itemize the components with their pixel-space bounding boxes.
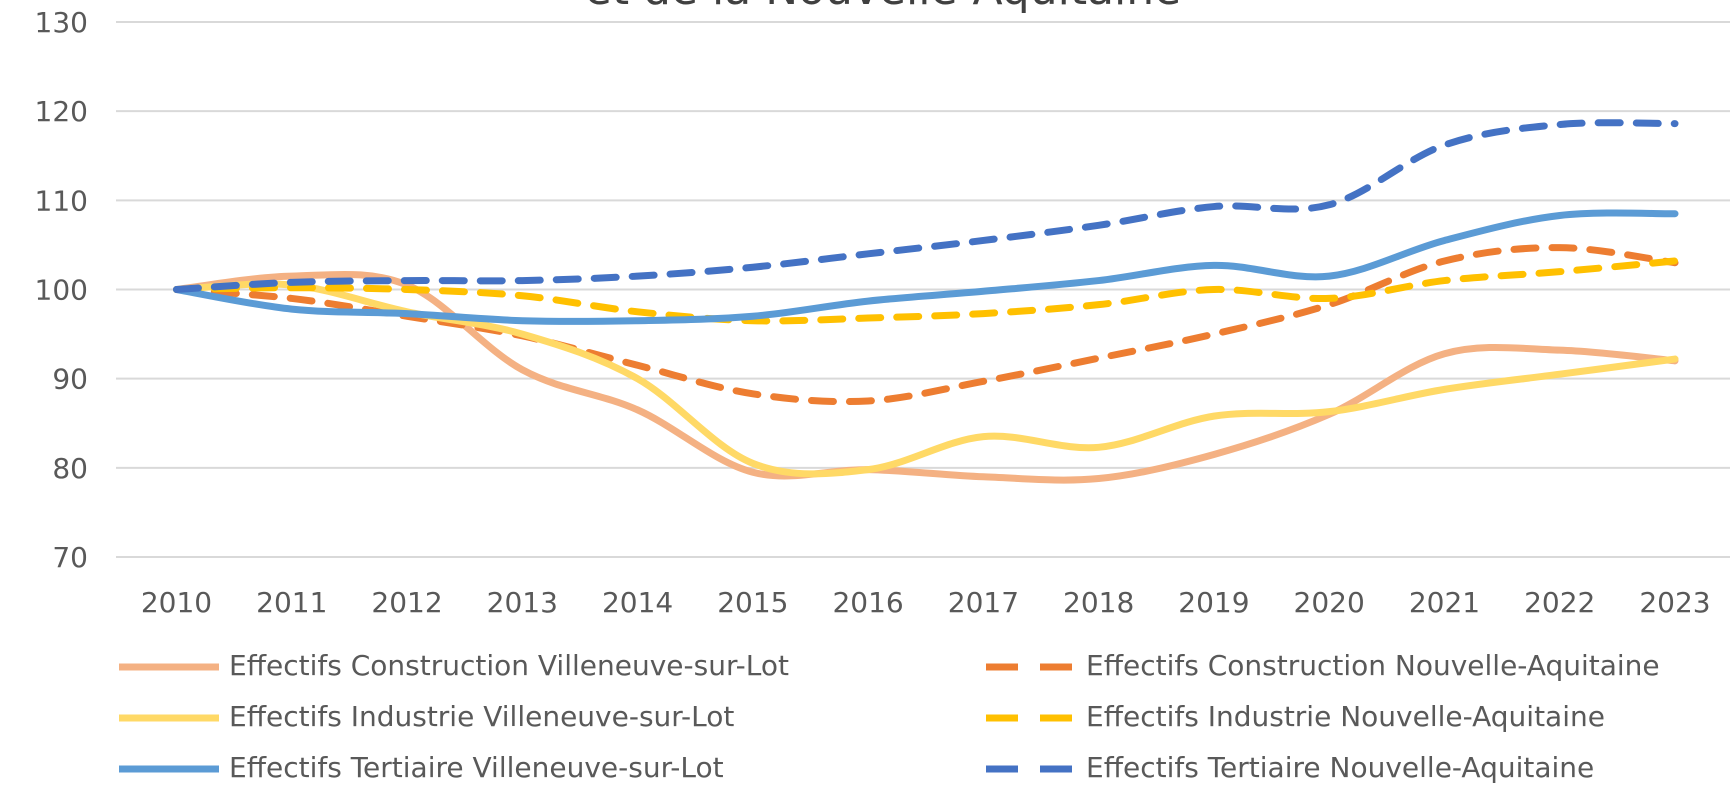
- series-line: [173, 119, 1679, 293]
- y-tick-label: 110: [35, 184, 88, 217]
- x-tick-label: 2017: [948, 586, 1019, 619]
- y-tick-label: 100: [35, 274, 88, 307]
- x-tick-label: 2023: [1639, 586, 1710, 619]
- x-tick-label: 2014: [602, 586, 673, 619]
- series-line: [173, 270, 1679, 484]
- x-tick-label: 2022: [1524, 586, 1595, 619]
- series-line: [173, 209, 1679, 325]
- y-tick-label: 90: [52, 363, 88, 396]
- legend-label: Effectifs Construction Villeneuve-sur-Lo…: [229, 649, 789, 682]
- y-tick-label: 130: [35, 6, 88, 39]
- x-tick-label: 2012: [371, 586, 442, 619]
- x-tick-label: 2020: [1294, 586, 1365, 619]
- x-tick-label: 2019: [1178, 586, 1249, 619]
- legend-label: Effectifs Construction Nouvelle-Aquitain…: [1086, 649, 1660, 682]
- x-tick-label: 2016: [832, 586, 903, 619]
- y-tick-label: 70: [52, 541, 88, 574]
- x-tick-label: 2018: [1063, 586, 1134, 619]
- series-line: [173, 257, 1679, 325]
- x-tick-label: 2021: [1409, 586, 1480, 619]
- x-tick-label: 2015: [717, 586, 788, 619]
- y-tick-label: 80: [52, 452, 88, 485]
- y-tick-label: 120: [35, 95, 88, 128]
- x-tick-label: 2011: [256, 586, 327, 619]
- legend-label: Effectifs Industrie Villeneuve-sur-Lot: [229, 700, 734, 733]
- legend-label: Effectifs Tertiaire Nouvelle-Aquitaine: [1086, 751, 1594, 784]
- legend-label: Effectifs Tertiaire Villeneuve-sur-Lot: [229, 751, 724, 784]
- legend-label: Effectifs Industrie Nouvelle-Aquitaine: [1086, 700, 1605, 733]
- chart-title: et de la Nouvelle-Aquitaine: [585, 0, 1182, 15]
- x-tick-label: 2010: [141, 586, 212, 619]
- x-tick-label: 2013: [487, 586, 558, 619]
- series-line: [173, 244, 1679, 406]
